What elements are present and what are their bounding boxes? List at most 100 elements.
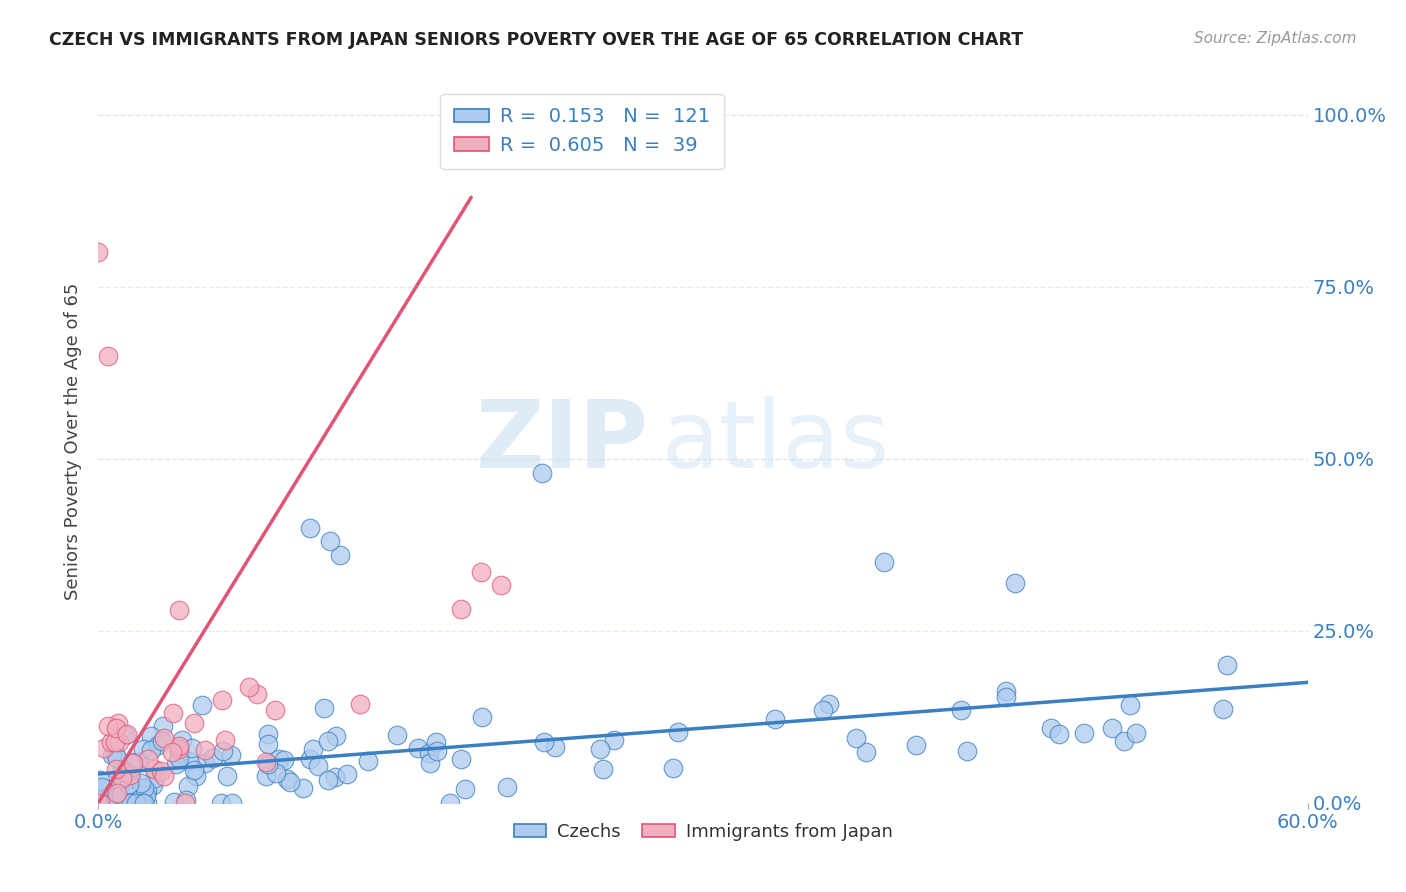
Text: atlas: atlas: [661, 395, 890, 488]
Point: [150, 764, 173, 778]
Point: [190, 698, 212, 712]
Point: [103, 789, 125, 804]
Point: [139, 729, 162, 743]
Point: [873, 555, 896, 569]
Text: CZECH VS IMMIGRANTS FROM JAPAN SENIORS POVERTY OVER THE AGE OF 65 CORRELATION CH: CZECH VS IMMIGRANTS FROM JAPAN SENIORS P…: [49, 31, 1024, 49]
Point: [132, 742, 155, 756]
Point: [1039, 721, 1062, 735]
Point: [491, 578, 513, 592]
Point: [121, 755, 143, 769]
Point: [323, 770, 346, 784]
Point: [425, 735, 447, 749]
Point: [209, 796, 232, 810]
Point: [264, 765, 287, 780]
Point: [763, 712, 786, 726]
Point: [212, 743, 235, 757]
Point: [454, 782, 477, 797]
Point: [1101, 721, 1123, 735]
Point: [105, 793, 128, 807]
Point: [818, 698, 841, 712]
Point: [91, 791, 114, 805]
Point: [120, 772, 142, 786]
Point: [1004, 575, 1026, 590]
Point: [307, 759, 329, 773]
Point: [132, 796, 155, 810]
Point: [91, 780, 114, 794]
Point: [257, 727, 280, 741]
Point: [1125, 726, 1147, 740]
Text: ZIP: ZIP: [475, 395, 648, 488]
Point: [118, 767, 141, 781]
Point: [115, 727, 138, 741]
Point: [254, 769, 277, 783]
Point: [183, 764, 205, 778]
Point: [97, 796, 120, 810]
Point: [956, 744, 979, 758]
Point: [845, 731, 868, 746]
Point: [221, 796, 243, 810]
Point: [949, 703, 972, 717]
Point: [186, 769, 208, 783]
Point: [496, 780, 519, 795]
Point: [276, 772, 298, 787]
Point: [89, 796, 111, 810]
Point: [177, 779, 200, 793]
Point: [114, 728, 136, 742]
Point: [194, 756, 217, 771]
Point: [471, 710, 494, 724]
Point: [143, 771, 166, 785]
Point: [136, 796, 159, 810]
Point: [135, 789, 157, 803]
Point: [152, 731, 174, 745]
Point: [426, 744, 449, 758]
Point: [142, 762, 165, 776]
Point: [419, 756, 441, 770]
Point: [105, 763, 128, 777]
Point: [1047, 727, 1070, 741]
Point: [108, 735, 131, 749]
Point: [165, 757, 187, 772]
Point: [129, 780, 152, 795]
Point: [87, 245, 110, 260]
Point: [662, 760, 685, 774]
Point: [152, 768, 174, 782]
Point: [530, 466, 553, 480]
Point: [329, 548, 352, 562]
Point: [292, 780, 315, 795]
Point: [131, 796, 153, 810]
Point: [995, 690, 1018, 704]
Point: [263, 704, 285, 718]
Point: [299, 520, 322, 534]
Point: [114, 764, 136, 779]
Point: [118, 777, 141, 791]
Point: [120, 796, 142, 810]
Point: [101, 747, 124, 762]
Point: [813, 703, 835, 717]
Point: [134, 780, 156, 795]
Point: [136, 752, 159, 766]
Point: [246, 687, 269, 701]
Point: [111, 771, 134, 785]
Point: [312, 701, 335, 715]
Point: [89, 772, 111, 787]
Point: [319, 534, 342, 549]
Point: [152, 719, 174, 733]
Point: [110, 788, 132, 802]
Point: [128, 755, 150, 769]
Point: [125, 796, 148, 810]
Point: [148, 738, 170, 752]
Point: [183, 716, 205, 731]
Point: [97, 719, 120, 733]
Point: [167, 741, 190, 756]
Point: [855, 745, 877, 759]
Point: [273, 753, 295, 767]
Point: [1212, 702, 1234, 716]
Point: [104, 721, 127, 735]
Point: [316, 734, 339, 748]
Point: [93, 780, 115, 795]
Point: [318, 772, 340, 787]
Point: [100, 735, 122, 749]
Point: [136, 784, 159, 798]
Point: [603, 732, 626, 747]
Point: [439, 796, 461, 810]
